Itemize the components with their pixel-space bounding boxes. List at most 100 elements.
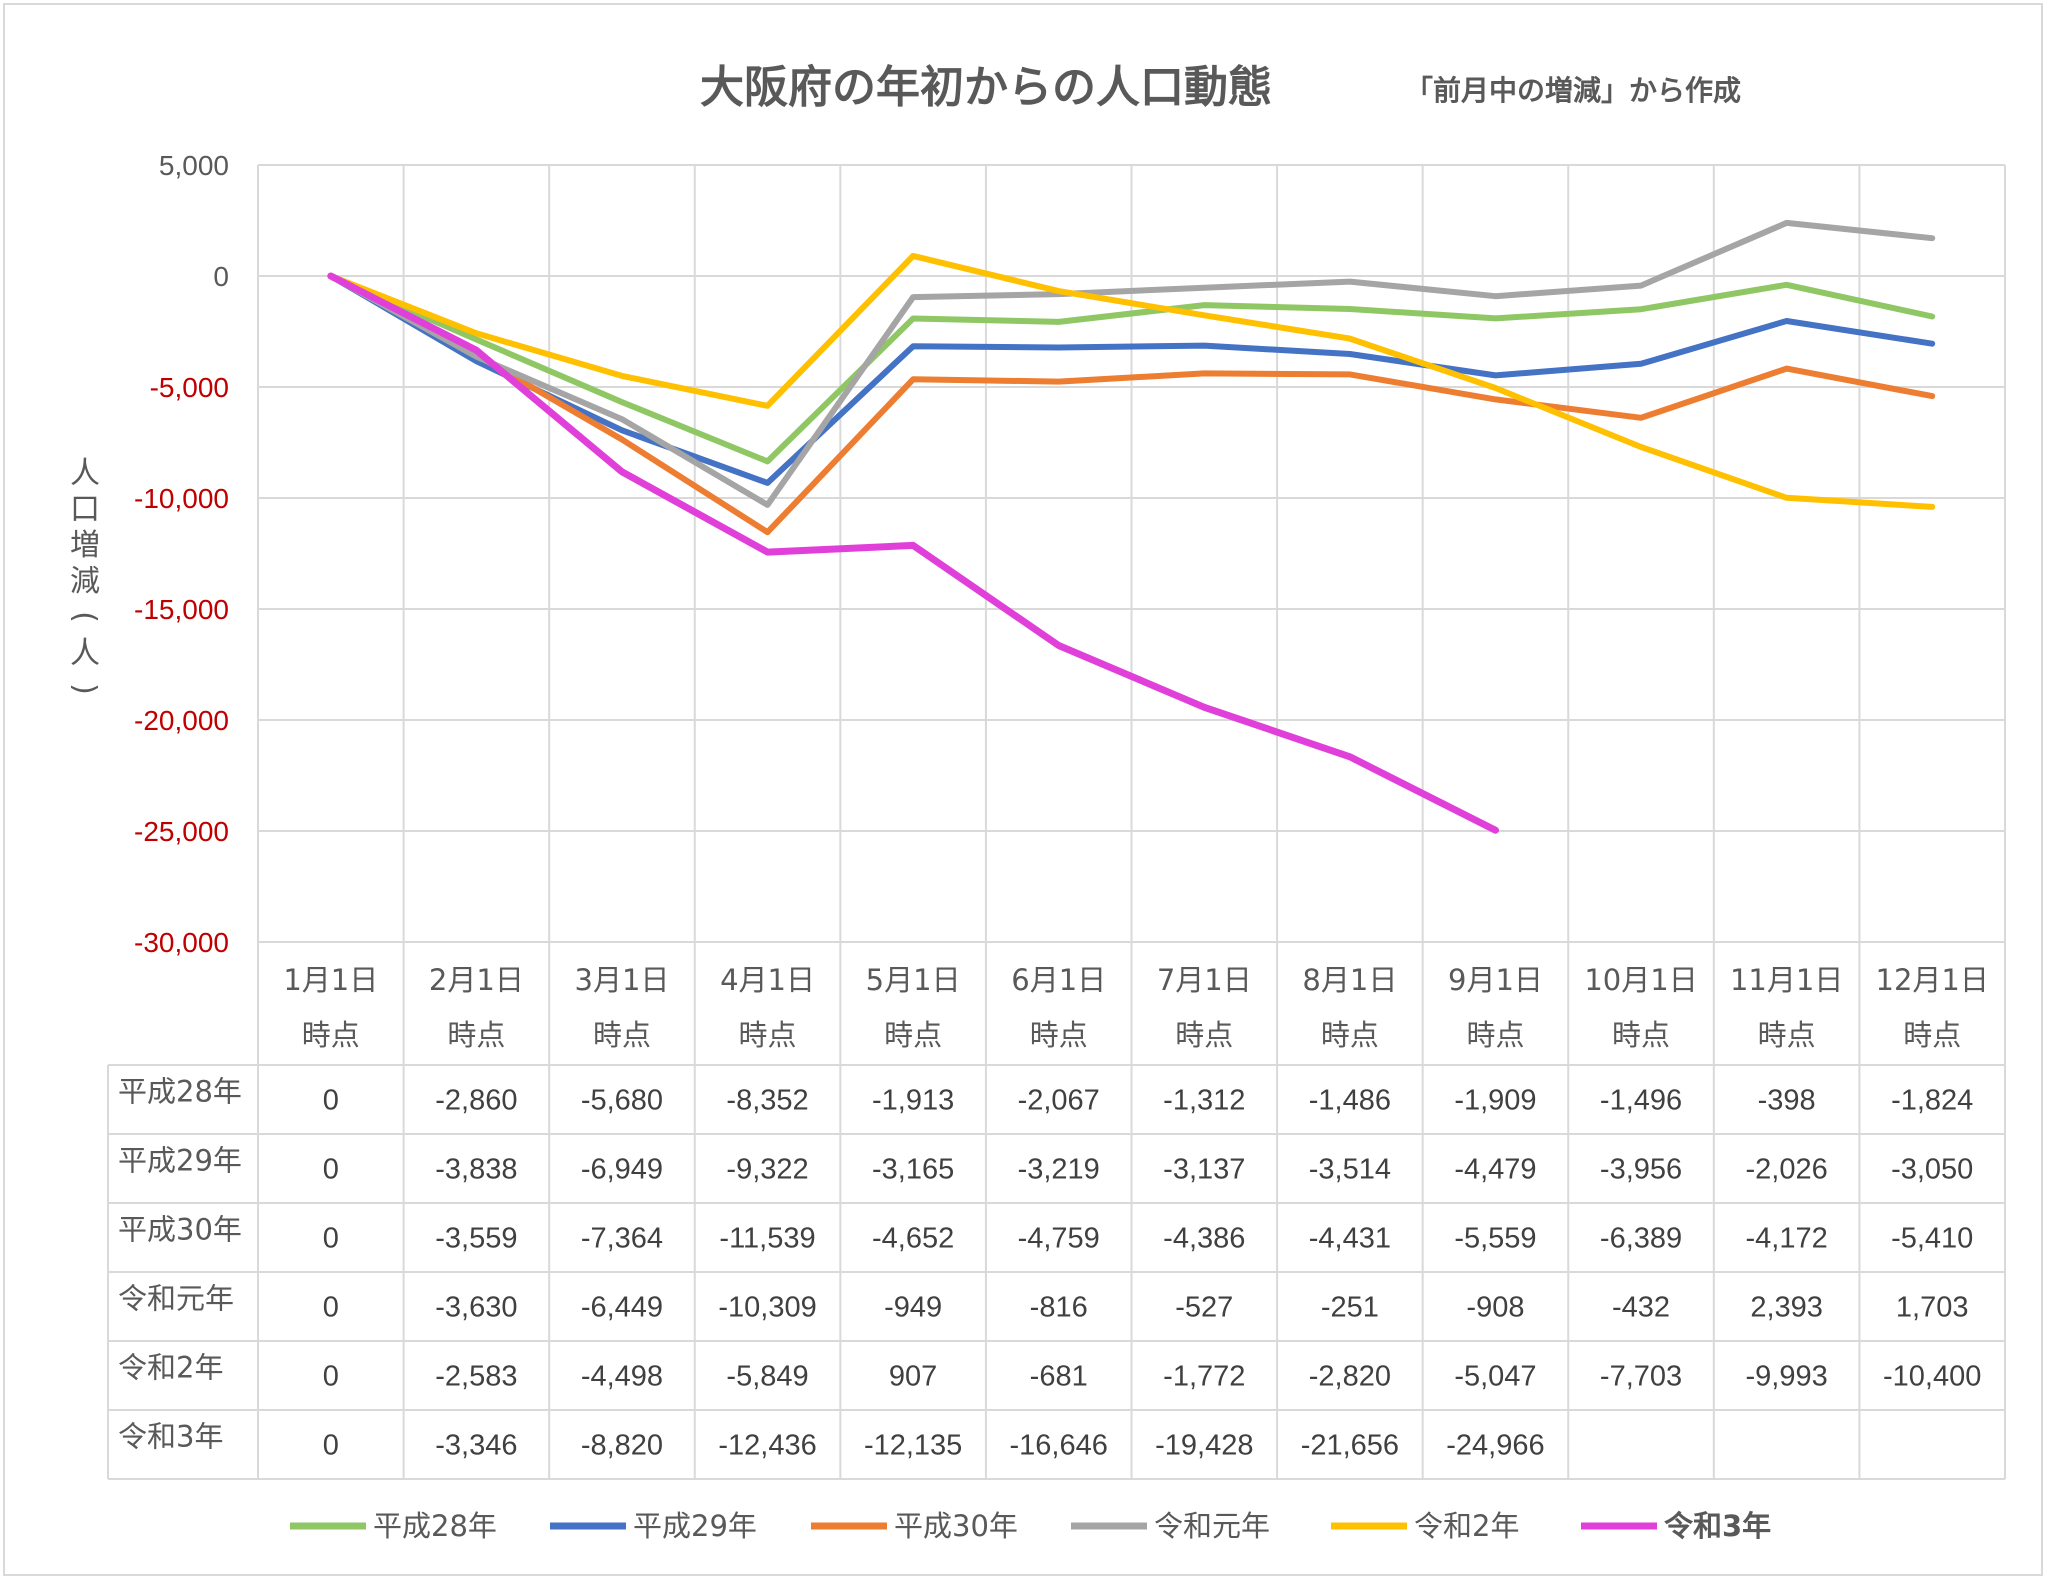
table-cell: -949 [884, 1292, 942, 1324]
chart-title-group: 大阪府の年初からの人口動態 「前月中の増減」から作成 [700, 62, 1741, 113]
table-cell: -5,680 [581, 1085, 663, 1117]
y-axis-label-char: 減 [70, 564, 100, 599]
category-label: 時点 [593, 1018, 651, 1052]
table-cell: -16,646 [1010, 1430, 1108, 1462]
table-cell: -3,559 [435, 1223, 517, 1255]
table-cell: 0 [323, 1223, 339, 1255]
grid-lines [107, 164, 2006, 1480]
table-cell: -3,050 [1891, 1154, 1973, 1186]
table-cell: -6,449 [581, 1292, 663, 1324]
table-cell: -10,400 [1883, 1361, 1981, 1393]
table-cell: -1,312 [1163, 1085, 1245, 1117]
table-cell: 1,703 [1896, 1292, 1969, 1324]
chart-title: 大阪府の年初からの人口動態 [700, 62, 1272, 113]
table-cell: -9,993 [1746, 1361, 1828, 1393]
y-tick-label: -5,000 [150, 372, 229, 403]
table-row-label: 平成28年 [118, 1075, 242, 1109]
table-cell: -3,219 [1018, 1154, 1100, 1186]
legend-label: 平成28年 [373, 1509, 497, 1543]
table-cell: -1,772 [1163, 1361, 1245, 1393]
legend-label: 平成30年 [894, 1509, 1018, 1543]
table-cell: -4,431 [1309, 1223, 1391, 1255]
table-cell: -527 [1175, 1292, 1233, 1324]
table-cell: -432 [1612, 1292, 1670, 1324]
y-tick-label: -30,000 [134, 927, 229, 958]
category-label: 5月1日 [866, 963, 961, 997]
table-cell: -6,949 [581, 1154, 663, 1186]
table-cell: -2,860 [435, 1085, 517, 1117]
table-cell: 0 [323, 1154, 339, 1186]
chart-frame: 大阪府の年初からの人口動態 「前月中の増減」から作成 5,000 0 -5,000 -… [3, 3, 2043, 1576]
table-cell: -3,630 [435, 1292, 517, 1324]
table-cell: -24,966 [1446, 1430, 1544, 1462]
y-axis-label-char: 人 [70, 456, 100, 491]
table-cell: -5,849 [726, 1361, 808, 1393]
table-cell: -4,498 [581, 1361, 663, 1393]
table-cell: -3,137 [1163, 1154, 1245, 1186]
series-line-平成28年 [327, 273, 1936, 465]
category-label: 時点 [1030, 1018, 1088, 1052]
table-cell: -2,026 [1746, 1154, 1828, 1186]
table-cell: -19,428 [1155, 1430, 1253, 1462]
category-label: 9月1日 [1448, 963, 1543, 997]
y-axis-label-char: 人 [70, 636, 100, 671]
category-label: 時点 [1175, 1018, 1233, 1052]
y-axis-label-char: ( [67, 611, 102, 623]
y-tick-label: -25,000 [134, 816, 229, 847]
table-cell: -1,913 [872, 1085, 954, 1117]
y-tick-label: -10,000 [134, 483, 229, 514]
table-cell: -10,309 [718, 1292, 816, 1324]
category-label: 12月1日 [1876, 963, 1989, 997]
table-cell: -4,479 [1454, 1154, 1536, 1186]
series-line-平成30年 [327, 273, 1936, 536]
table-cell: -3,956 [1600, 1154, 1682, 1186]
table-cell: -5,559 [1454, 1223, 1536, 1255]
table-row-label: 平成30年 [118, 1213, 242, 1247]
table-cell: -1,496 [1600, 1085, 1682, 1117]
table-cell: 2,393 [1750, 1292, 1823, 1324]
category-label: 時点 [447, 1018, 505, 1052]
category-label: 時点 [1903, 1018, 1961, 1052]
category-label: 6月1日 [1011, 963, 1106, 997]
population-chart: 大阪府の年初からの人口動態 「前月中の増減」から作成 5,000 0 -5,000 -… [67, 62, 2006, 1543]
table-cell: -1,909 [1454, 1085, 1536, 1117]
category-label: 時点 [302, 1018, 360, 1052]
table-cell: -3,838 [435, 1154, 517, 1186]
legend-label: 令和3年 [1664, 1509, 1771, 1543]
y-tick-label: 0 [213, 261, 229, 292]
legend-label: 令和2年 [1414, 1509, 1519, 1543]
table-cell: -12,135 [864, 1430, 962, 1462]
series-line-令和元年 [327, 219, 1936, 508]
table-cell: -681 [1030, 1361, 1088, 1393]
table-row-label: 平成29年 [118, 1144, 242, 1178]
table-cell: 0 [323, 1430, 339, 1462]
table-cell: -4,172 [1746, 1223, 1828, 1255]
category-label: 1月1日 [283, 963, 378, 997]
series-line-令和2年 [327, 252, 1936, 510]
table-cell: -4,386 [1163, 1223, 1245, 1255]
table-cell: -251 [1321, 1292, 1379, 1324]
table-cell: -21,656 [1301, 1430, 1399, 1462]
category-label: 2月1日 [429, 963, 524, 997]
y-tick-label: -20,000 [134, 705, 229, 736]
y-axis-label-char: 増 [70, 528, 100, 563]
table-cell: -908 [1466, 1292, 1524, 1324]
table-cell: 0 [323, 1292, 339, 1324]
table-cell: -3,165 [872, 1154, 954, 1186]
category-label: 時点 [1321, 1018, 1379, 1052]
table-cell: -8,352 [726, 1085, 808, 1117]
table-cell: -5,047 [1454, 1361, 1536, 1393]
y-axis-label-char: ) [67, 683, 102, 695]
category-label: 8月1日 [1302, 963, 1397, 997]
legend: 平成28年 平成29年 平成30年 令和元年 令和2年 令和3年 [290, 1509, 1771, 1543]
table-cell: -12,436 [718, 1430, 816, 1462]
table-cell: 0 [323, 1085, 339, 1117]
table-cell: 907 [889, 1361, 937, 1393]
table-cell: -7,703 [1600, 1361, 1682, 1393]
table-cell: -9,322 [726, 1154, 808, 1186]
table-cell: -8,820 [581, 1430, 663, 1462]
table-row-label: 令和2年 [118, 1351, 223, 1385]
table-cell: -3,514 [1309, 1154, 1391, 1186]
